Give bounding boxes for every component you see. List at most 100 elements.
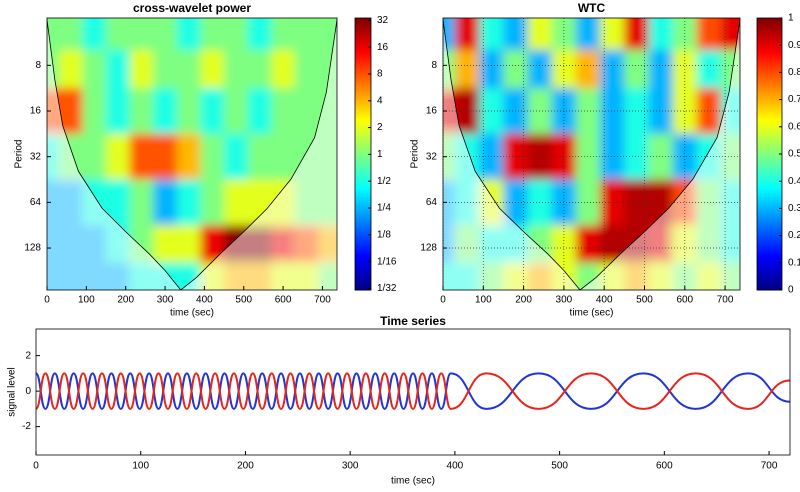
heat-cell xyxy=(696,18,722,51)
colorbar-tick-label: 1/8 xyxy=(377,229,391,240)
colorbar-strip xyxy=(355,190,371,194)
x-axis-label: time (sec) xyxy=(170,308,214,319)
colorbar-tick-label: 16 xyxy=(377,42,389,53)
colorbar-strip xyxy=(355,253,371,257)
x-tick-label: 600 xyxy=(656,461,673,472)
colorbar-strip xyxy=(355,99,371,103)
colorbar-strip xyxy=(757,172,782,175)
colorbar-strip xyxy=(757,244,782,248)
x-tick-label: 0 xyxy=(33,461,39,472)
colorbar-strip xyxy=(355,83,371,87)
colorbar-strip xyxy=(355,115,371,119)
colorbar-strip xyxy=(757,142,782,146)
heat-cell xyxy=(200,18,225,51)
colorbar-strip xyxy=(355,144,371,148)
colorbar-tick-label: 0.4 xyxy=(788,176,800,187)
colorbar-strip xyxy=(355,219,371,223)
colorbar-strip xyxy=(355,156,371,160)
y-tick-label: 128 xyxy=(420,243,437,254)
colorbar-strip xyxy=(355,231,371,234)
colorbar-strip xyxy=(757,217,782,221)
colorbar-strip xyxy=(757,104,782,107)
coi-shade xyxy=(47,19,337,290)
colorbar-strip xyxy=(355,24,371,28)
colorbar-strip xyxy=(355,38,371,42)
colorbar-strip xyxy=(757,151,782,155)
colorbar-strip xyxy=(355,133,371,137)
x-tick-label: 400 xyxy=(596,295,613,306)
heat-cell xyxy=(176,88,201,135)
colorbar-strip xyxy=(757,278,782,282)
heat-cell xyxy=(503,18,529,51)
colorbar-strip xyxy=(757,38,782,42)
colorbar-strip xyxy=(355,169,371,173)
colorbar-strip xyxy=(757,99,782,103)
x-axis-label: time (sec) xyxy=(391,476,435,487)
colorbar-strip xyxy=(355,149,371,153)
colorbar-tick-label: 0.3 xyxy=(788,203,800,214)
colorbar-strip xyxy=(757,81,782,85)
colorbar-strip xyxy=(757,31,782,35)
colorbar-strip xyxy=(757,144,782,148)
colorbar-strip xyxy=(355,208,371,212)
heatmap xyxy=(443,18,740,290)
colorbar-strip xyxy=(355,56,371,60)
colorbar-strip xyxy=(757,256,782,259)
colorbar-strip xyxy=(757,206,782,209)
colorbar-strip xyxy=(355,65,371,69)
colorbar-strip xyxy=(757,54,782,58)
y-tick-label: 8 xyxy=(431,60,437,71)
colorbar-strip xyxy=(355,287,371,291)
colorbar-strip xyxy=(355,237,371,241)
heat-cell xyxy=(575,49,601,89)
colorbar-strip xyxy=(757,249,782,252)
y-tick-label: 32 xyxy=(426,151,438,162)
x-tick-label: 700 xyxy=(761,461,778,472)
colorbar-strip xyxy=(355,33,371,37)
colorbar-strip xyxy=(355,27,371,30)
y-axis-label: Period xyxy=(410,140,421,169)
plot-bg xyxy=(36,329,790,455)
x-tick-label: 100 xyxy=(78,295,95,306)
colorbar-strip xyxy=(355,129,371,132)
colorbar-strip xyxy=(757,237,782,241)
colorbar-strip xyxy=(757,115,782,119)
colorbar-strip xyxy=(355,42,371,46)
colorbar-strip xyxy=(355,70,371,73)
colorbar-strip xyxy=(757,70,782,73)
y-tick-label: 8 xyxy=(35,60,41,71)
colorbar-strip xyxy=(757,267,782,271)
colorbar-strip xyxy=(757,231,782,234)
heat-cell xyxy=(551,225,577,264)
colorbar-strip xyxy=(757,271,782,275)
colorbar-strip xyxy=(355,197,371,200)
x-tick-label: 400 xyxy=(447,461,464,472)
colorbar-strip xyxy=(355,18,371,21)
colorbar-frame xyxy=(354,17,372,291)
colorbar-strip xyxy=(355,151,371,155)
colorbar-strip xyxy=(757,33,782,37)
colorbar-strip xyxy=(355,240,371,243)
colorbar-strip xyxy=(355,106,371,110)
colorbar-strip xyxy=(757,208,782,212)
colorbar-strip xyxy=(757,178,782,182)
colorbar-strip xyxy=(757,156,782,160)
colorbar-tick-label: 1 xyxy=(788,13,794,24)
colorbar-strip xyxy=(355,36,371,39)
colorbar-strip xyxy=(757,67,782,71)
colorbar-strip xyxy=(355,67,371,71)
colorbar-strip xyxy=(355,158,371,162)
colorbar-strip xyxy=(757,181,782,184)
colorbar-strip xyxy=(757,154,782,157)
colorbar-strip xyxy=(757,101,782,105)
heat-cell xyxy=(224,179,249,226)
colorbar-strip xyxy=(757,117,782,121)
colorbar-strip xyxy=(757,52,782,55)
heat-cell xyxy=(624,88,650,135)
colorbar-strip xyxy=(757,120,782,123)
colorbar-strip xyxy=(355,269,371,273)
colorbar-tick-label: 0.7 xyxy=(788,94,800,105)
colorbar-strip xyxy=(355,265,371,268)
colorbar-strip xyxy=(355,283,371,286)
heat-cell xyxy=(648,18,674,51)
